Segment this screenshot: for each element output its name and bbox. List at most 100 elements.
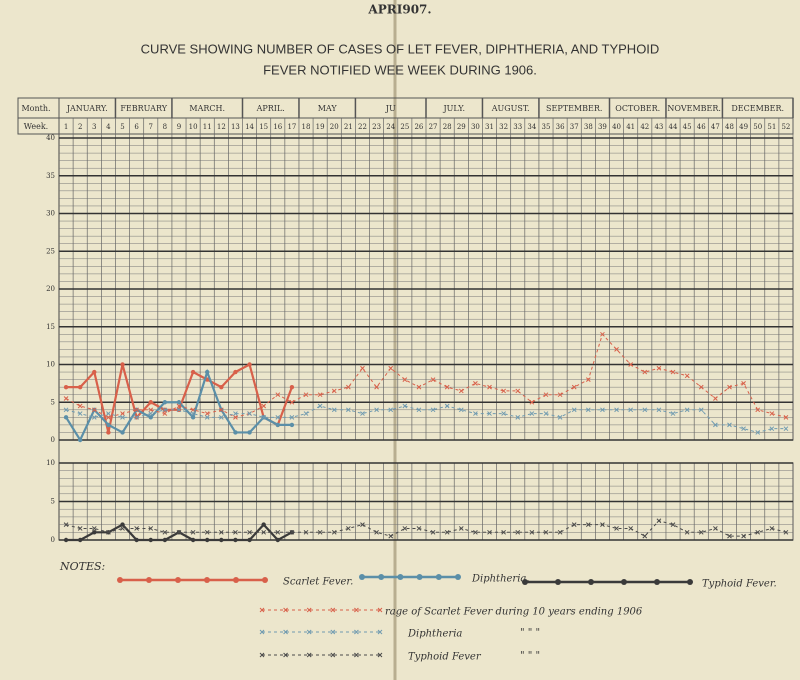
point-cross (557, 529, 563, 535)
point-cross (317, 529, 323, 535)
point-cross (670, 411, 676, 416)
point-cross (134, 407, 139, 413)
month-name: AUGUST. (491, 104, 530, 113)
week-number: 8 (163, 123, 167, 131)
point-cross (176, 529, 182, 535)
legend-cross (354, 652, 359, 658)
legend-label: Scarlet Fever. (283, 577, 353, 588)
point-cross (458, 407, 464, 413)
legend-cross (259, 652, 265, 658)
point (233, 369, 238, 375)
point-cross (642, 533, 648, 539)
point-cross (557, 392, 563, 398)
point-cross (656, 365, 662, 371)
week-number: 14 (245, 123, 254, 131)
point-cross (487, 411, 492, 416)
point-cross (261, 529, 267, 535)
point (261, 522, 266, 527)
point-cross (769, 526, 775, 531)
point (77, 384, 83, 390)
point-cross (529, 529, 535, 535)
point-cross (275, 414, 281, 420)
point-cross (585, 407, 591, 413)
point-cross (204, 414, 210, 420)
point-cross (162, 529, 168, 535)
week-number: 47 (711, 123, 720, 131)
point-cross (515, 529, 521, 535)
point-cross (727, 384, 732, 390)
point-cross (247, 529, 252, 535)
legend-dot (117, 577, 123, 583)
legend-dot (359, 574, 365, 580)
legend-cross (377, 652, 383, 658)
point-cross (190, 529, 196, 535)
point-cross (91, 526, 97, 531)
month-name: DECEMBER. (731, 104, 784, 113)
month-label: Month. (21, 104, 50, 113)
y-tick-label: 15 (46, 323, 55, 331)
point-cross (430, 529, 436, 535)
legend-dot (455, 574, 461, 580)
week-number: 42 (640, 123, 649, 131)
point (120, 522, 125, 527)
point-cross (614, 407, 619, 413)
point (233, 430, 238, 435)
point-cross (628, 362, 634, 367)
week-number: 21 (344, 123, 353, 131)
legend-dot (416, 574, 423, 580)
point (289, 384, 295, 390)
point-cross (134, 526, 139, 531)
week-number: 35 (542, 123, 551, 131)
point-cross (755, 430, 761, 435)
point (247, 362, 252, 367)
week-number: 40 (612, 123, 621, 131)
point (176, 400, 182, 405)
point (63, 537, 69, 543)
point (92, 369, 97, 375)
y-tick-label: 40 (46, 134, 55, 142)
week-number: 13 (231, 123, 240, 131)
legend-cross (377, 607, 383, 613)
month-name: SEPTEMBER. (546, 104, 602, 113)
point-cross (642, 407, 648, 413)
point-cross (487, 529, 492, 535)
point-cross (218, 407, 224, 413)
point (77, 537, 83, 543)
point-cross (628, 407, 634, 413)
point-cross (303, 392, 309, 398)
point (148, 415, 153, 420)
point-cross (63, 396, 69, 401)
point-cross (374, 407, 379, 413)
point-cross (402, 377, 408, 382)
point-cross (571, 522, 577, 527)
point-cross (571, 384, 577, 390)
month-name: OCTOBER. (615, 104, 660, 113)
legend-cross (259, 629, 265, 635)
legend-cross (283, 652, 288, 658)
point (63, 415, 69, 420)
week-number: 43 (654, 123, 663, 131)
legend-cross (306, 652, 312, 658)
point-cross (458, 526, 464, 531)
point-cross (233, 414, 238, 420)
point-cross (585, 377, 591, 382)
point-cross (529, 411, 535, 416)
point-cross (628, 526, 634, 531)
series-line (65, 333, 787, 418)
point-cross (233, 529, 238, 535)
week-number: 36 (556, 123, 565, 131)
point-cross (261, 403, 267, 409)
point-cross (783, 529, 789, 535)
point-cross (727, 422, 732, 428)
point-cross (741, 533, 746, 539)
point-cross (727, 533, 732, 539)
point-cross (148, 407, 154, 413)
week-number: 48 (725, 123, 734, 131)
point (92, 530, 97, 535)
month-name: APRIL. (256, 104, 285, 113)
week-number: 23 (372, 123, 381, 131)
point-cross (444, 384, 450, 390)
point-cross (77, 403, 83, 409)
point-cross (713, 526, 718, 531)
point-cross (388, 365, 394, 371)
